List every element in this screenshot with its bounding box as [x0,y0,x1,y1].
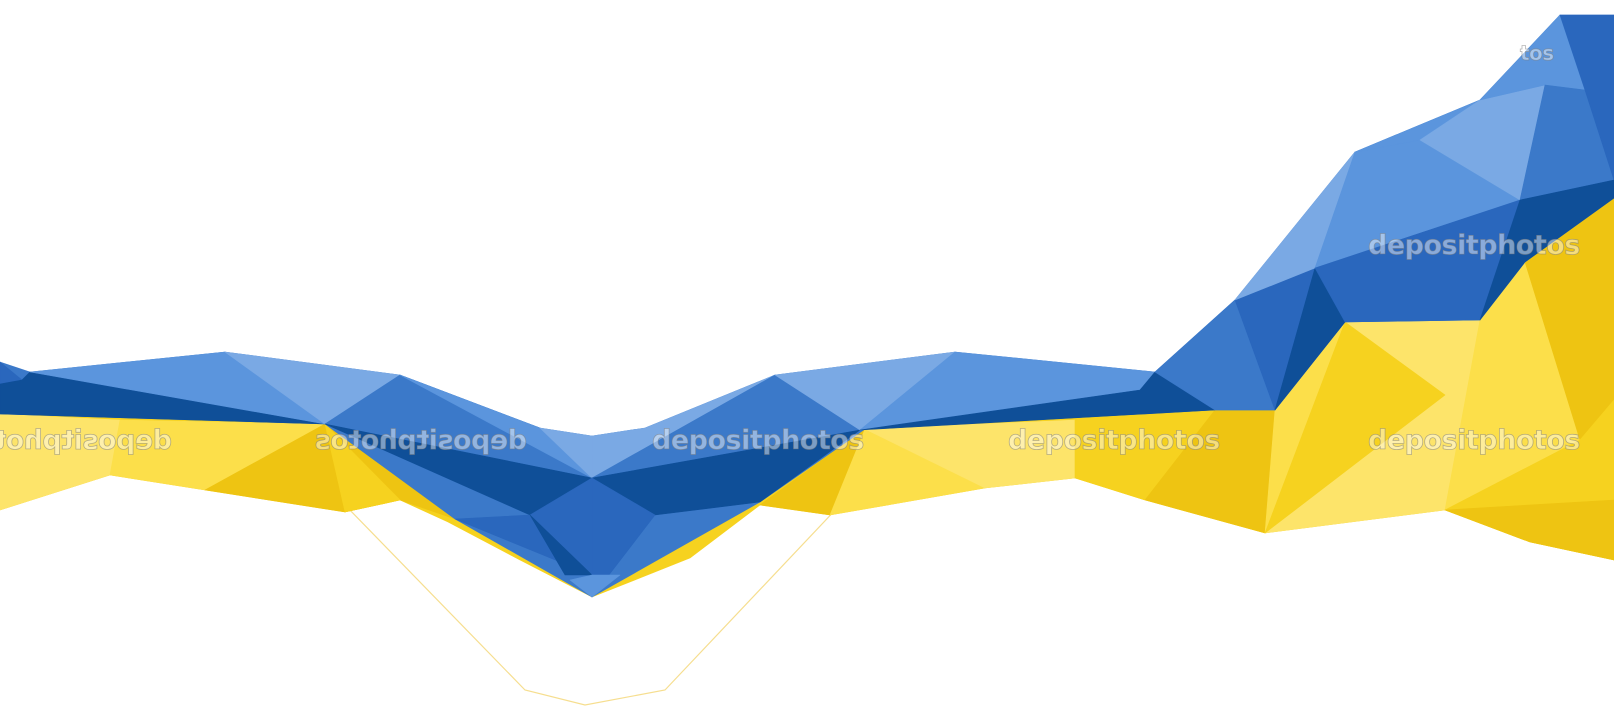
watermark: depositphotos [1008,425,1220,456]
yellow-band [0,197,1614,598]
watermark-mirrored: depositphotos [315,425,527,456]
shadow-outline [344,504,841,706]
watermark-mirrored: depositphotos [0,425,172,456]
blue-band [0,14,1614,598]
watermark: depositphotos [1368,230,1580,261]
watermark: depositphotos [1368,425,1580,456]
watermark-corner: tos [1520,41,1554,65]
watermark: depositphotos [652,425,864,456]
watermark-group: depositphotos depositphotos depositphoto… [0,41,1581,457]
